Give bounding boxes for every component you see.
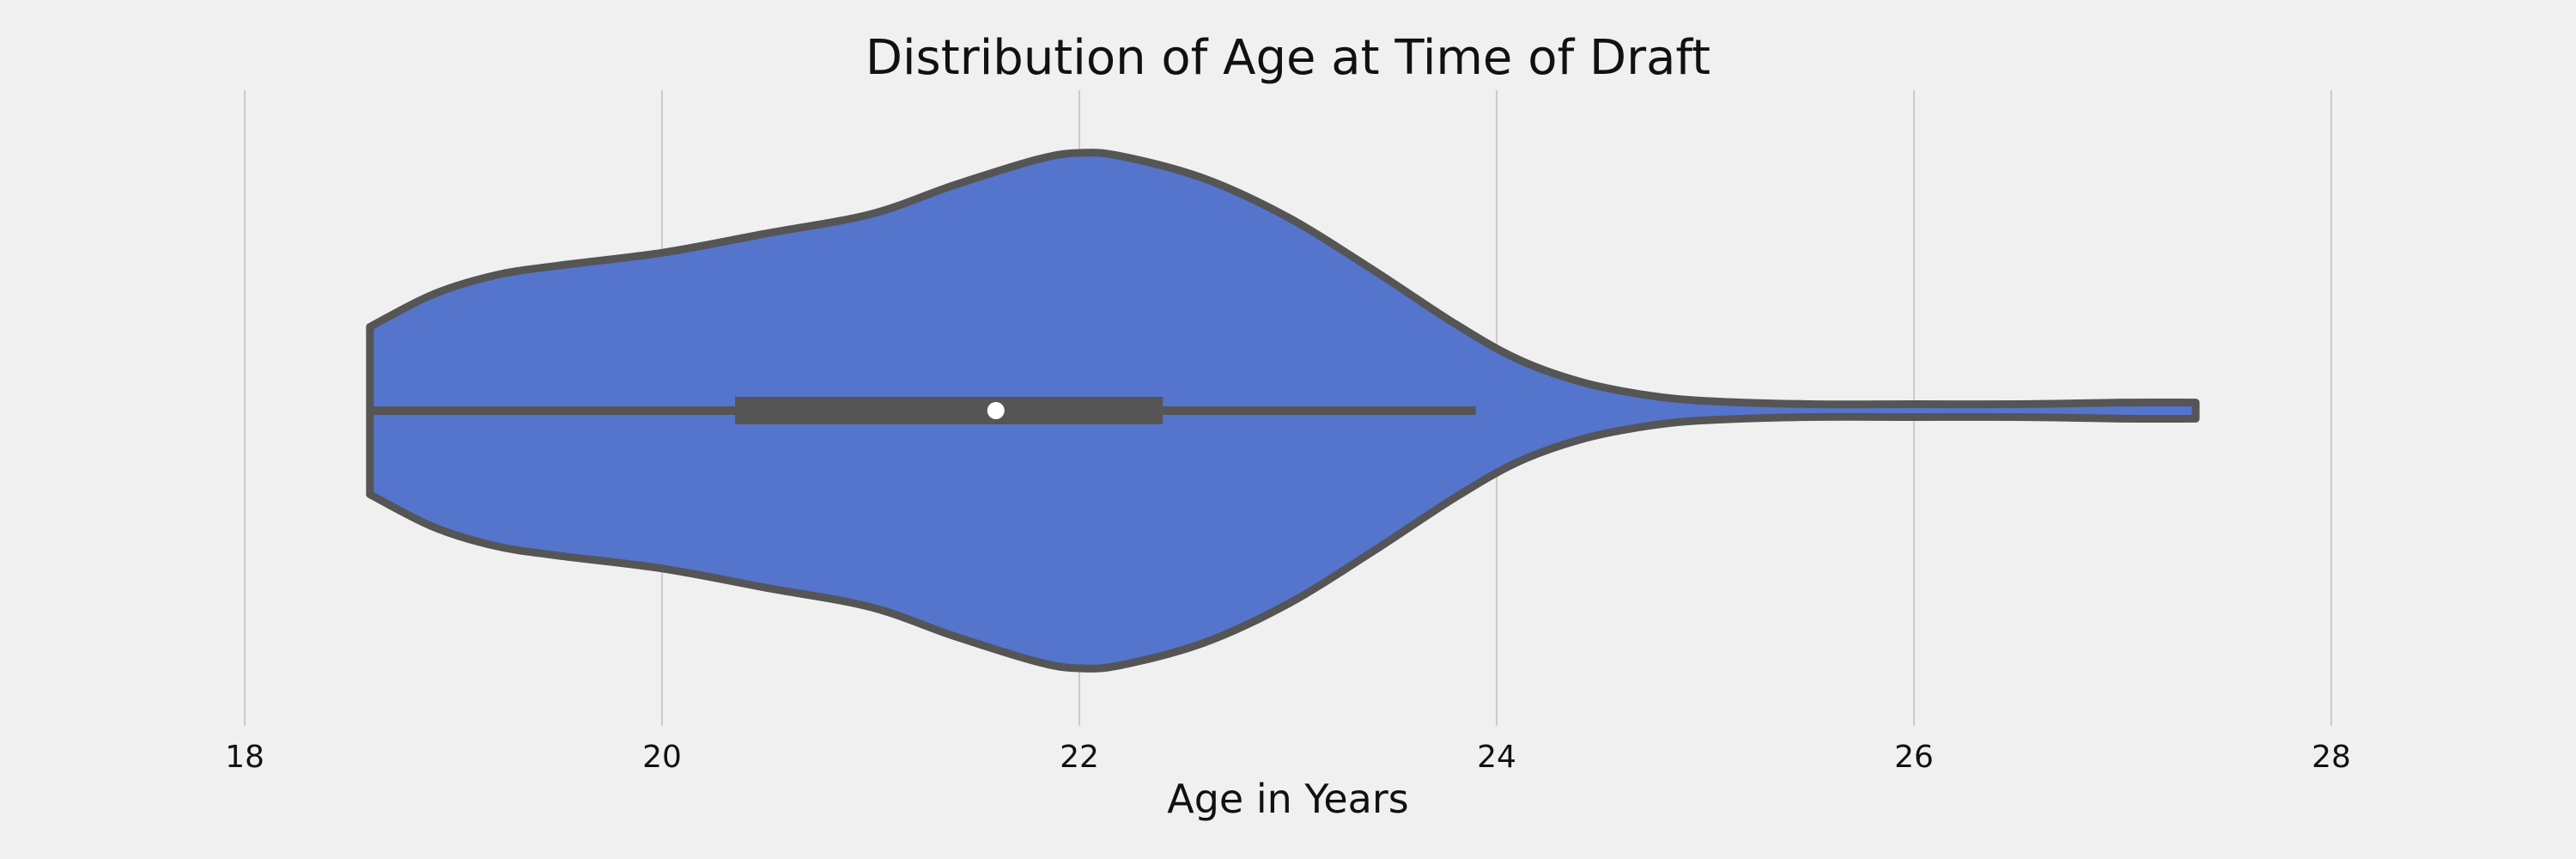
x-tick-label: 26 (1894, 740, 1934, 775)
x-tick-label: 22 (1060, 740, 1099, 775)
x-tick-labels: 18 20 22 24 26 28 (225, 740, 2351, 775)
x-tick-label: 28 (2312, 740, 2351, 775)
x-tick-label: 20 (642, 740, 682, 775)
x-tick-label: 18 (225, 740, 264, 775)
x-tick-label: 24 (1477, 740, 1516, 775)
box-layer (369, 397, 1476, 424)
chart-title: Distribution of Age at Time of Draft (866, 30, 1710, 86)
interquartile-box (735, 397, 1163, 424)
x-axis-label: Age in Years (1167, 776, 1409, 822)
median-marker (987, 402, 1005, 419)
